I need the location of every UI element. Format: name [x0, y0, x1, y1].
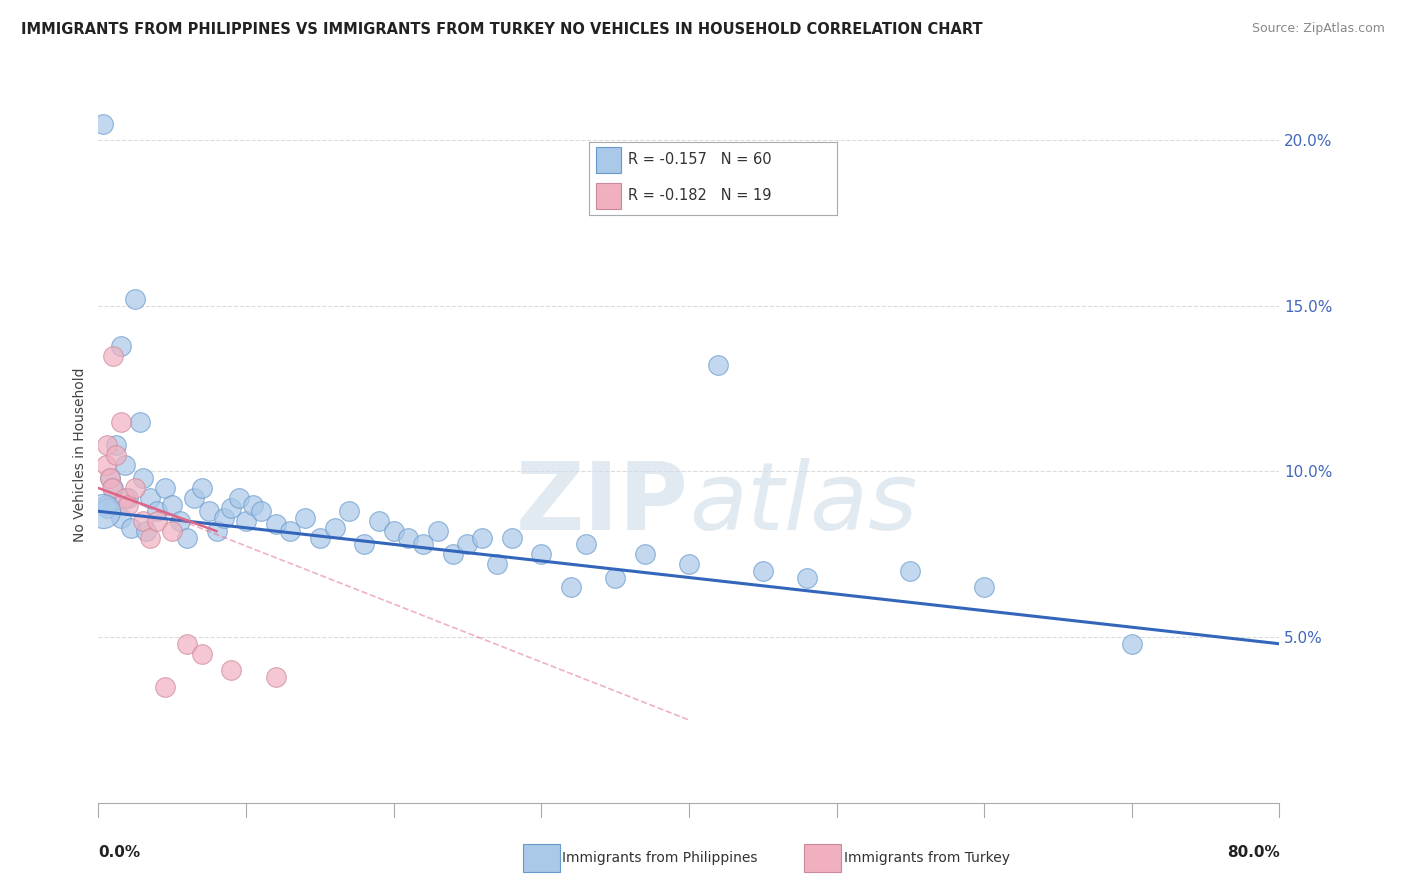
Point	[219, 663, 243, 677]
Point	[135, 524, 157, 538]
Point	[560, 581, 582, 595]
Point	[191, 481, 214, 495]
Point	[162, 524, 183, 538]
Point	[96, 438, 118, 452]
Point	[228, 491, 250, 505]
Point	[103, 481, 125, 495]
Point	[91, 117, 114, 131]
FancyBboxPatch shape	[596, 147, 621, 172]
Point	[368, 514, 391, 528]
Point	[176, 637, 198, 651]
Point	[323, 521, 346, 535]
Point	[530, 547, 553, 561]
Point	[264, 517, 287, 532]
Point	[191, 647, 214, 661]
Point	[105, 438, 128, 452]
Point	[501, 531, 523, 545]
Point	[139, 491, 162, 505]
Point	[973, 581, 995, 595]
Point	[117, 498, 139, 512]
Point	[139, 531, 162, 545]
Y-axis label: No Vehicles in Household: No Vehicles in Household	[73, 368, 87, 542]
Point	[176, 531, 198, 545]
Point	[132, 471, 155, 485]
Point	[441, 547, 464, 561]
Point	[153, 680, 176, 694]
Point	[294, 511, 316, 525]
Point	[205, 524, 228, 538]
Point	[250, 504, 273, 518]
Point	[94, 458, 117, 472]
Point	[353, 537, 375, 551]
Point	[128, 415, 150, 429]
Text: Source: ZipAtlas.com: Source: ZipAtlas.com	[1251, 22, 1385, 36]
Point	[751, 564, 773, 578]
Point	[94, 498, 117, 512]
Text: R = -0.182   N = 19: R = -0.182 N = 19	[628, 188, 772, 203]
Point	[382, 524, 405, 538]
Point	[169, 514, 191, 528]
Point	[100, 481, 122, 495]
Text: 0.0%: 0.0%	[98, 845, 141, 860]
Point	[264, 670, 287, 684]
Point	[574, 537, 596, 551]
Point	[707, 359, 730, 373]
Point	[105, 448, 128, 462]
Point	[235, 514, 257, 528]
Point	[91, 504, 114, 518]
Point	[796, 570, 818, 584]
Point	[633, 547, 655, 561]
Point	[396, 531, 419, 545]
Point	[427, 524, 450, 538]
Point	[146, 504, 169, 518]
Point	[678, 558, 700, 572]
Point	[120, 521, 142, 535]
Point	[98, 471, 121, 485]
Text: Immigrants from Turkey: Immigrants from Turkey	[844, 851, 1010, 865]
Point	[103, 349, 125, 363]
Point	[183, 491, 205, 505]
Point	[605, 570, 627, 584]
Point	[117, 491, 139, 505]
Point	[98, 471, 121, 485]
Point	[219, 500, 243, 515]
Point	[278, 524, 302, 538]
Text: 80.0%: 80.0%	[1226, 845, 1279, 860]
Point	[309, 531, 332, 545]
Point	[132, 514, 155, 528]
Point	[456, 537, 478, 551]
Point	[110, 415, 132, 429]
Point	[110, 338, 132, 352]
Point	[212, 511, 235, 525]
Text: Immigrants from Philippines: Immigrants from Philippines	[562, 851, 758, 865]
FancyBboxPatch shape	[596, 184, 621, 209]
Point	[337, 504, 360, 518]
Point	[412, 537, 434, 551]
Text: atlas: atlas	[689, 458, 917, 549]
Point	[153, 481, 176, 495]
Point	[486, 558, 509, 572]
Point	[96, 500, 118, 515]
Point	[162, 498, 183, 512]
Point	[242, 498, 264, 512]
Point	[900, 564, 922, 578]
Point	[114, 491, 136, 505]
Point	[198, 504, 221, 518]
Point	[124, 481, 146, 495]
Point	[146, 514, 169, 528]
Text: R = -0.157   N = 60: R = -0.157 N = 60	[628, 152, 772, 167]
Point	[114, 458, 136, 472]
Text: IMMIGRANTS FROM PHILIPPINES VS IMMIGRANTS FROM TURKEY NO VEHICLES IN HOUSEHOLD C: IMMIGRANTS FROM PHILIPPINES VS IMMIGRANT…	[21, 22, 983, 37]
Point	[1121, 637, 1143, 651]
Text: ZIP: ZIP	[516, 458, 689, 549]
Point	[110, 511, 132, 525]
Point	[124, 292, 146, 306]
Point	[471, 531, 494, 545]
